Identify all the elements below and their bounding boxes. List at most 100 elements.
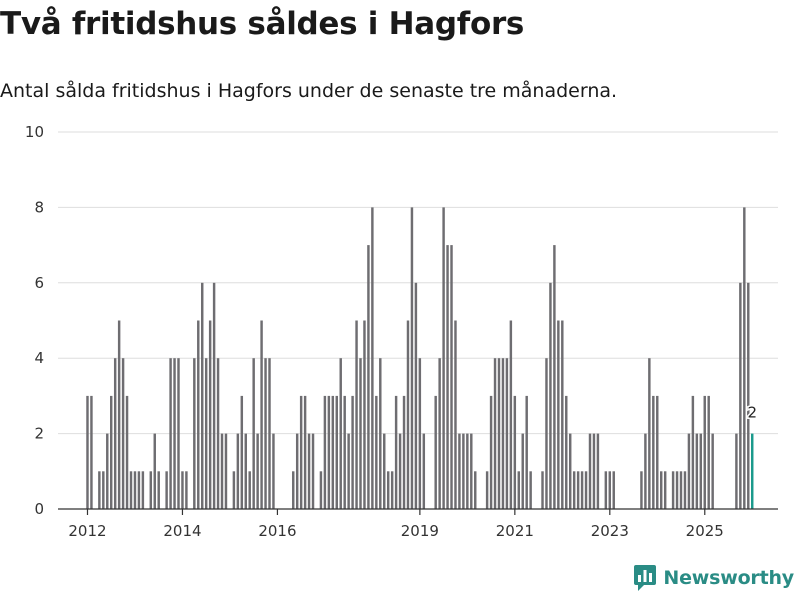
bar [371, 207, 374, 509]
bar [248, 471, 251, 509]
bar [90, 395, 93, 509]
bar [390, 471, 394, 509]
bar [663, 471, 667, 509]
y-tick-label: 10 [25, 123, 44, 141]
bar [208, 320, 212, 509]
bar [220, 433, 224, 509]
bar [584, 471, 588, 509]
bar [466, 433, 469, 509]
bar-highlight [751, 433, 754, 509]
bar [327, 395, 331, 509]
bar [331, 395, 335, 509]
bar [359, 358, 362, 509]
bar [671, 471, 675, 509]
bar [102, 471, 105, 509]
bar [679, 471, 683, 509]
bar [165, 471, 168, 509]
x-tick-label: 2021 [496, 522, 534, 540]
bar [422, 433, 426, 509]
bar-chart-speech-icon [634, 565, 657, 591]
bar [513, 395, 517, 509]
bar [648, 358, 651, 509]
x-tick-label: 2014 [163, 522, 201, 540]
bar-chart: 0 2 4 6 8 10 2012 2014 2016 2019 2021 2023 2025 2 [25, 123, 778, 540]
data-labels: 2 [746, 402, 759, 423]
bar [470, 433, 473, 509]
bar [303, 395, 307, 509]
bar [529, 471, 532, 509]
bar [240, 395, 244, 509]
bar [307, 433, 311, 509]
bar [177, 358, 180, 509]
bar [691, 395, 695, 509]
bar [703, 395, 706, 509]
bar [402, 395, 406, 509]
bar [236, 433, 240, 509]
bar [604, 471, 608, 509]
bar [517, 471, 520, 509]
bar [398, 433, 402, 509]
bar [264, 358, 267, 509]
bar [596, 433, 600, 509]
bar [379, 358, 382, 509]
bar [521, 433, 524, 509]
bar [683, 471, 687, 509]
bar [173, 358, 176, 509]
bar [292, 471, 295, 509]
newsworthy-logo: Newsworthy [633, 564, 794, 592]
bar [133, 471, 137, 509]
bar [568, 433, 572, 509]
data-label-last: 2 [747, 404, 757, 422]
bar [204, 358, 208, 509]
bar [117, 320, 121, 509]
bar [565, 395, 568, 509]
bar [576, 471, 580, 509]
y-tick-label: 0 [34, 500, 44, 518]
bar [335, 395, 338, 509]
y-tick-label: 8 [34, 198, 44, 216]
bar [497, 358, 501, 509]
bar [588, 433, 592, 509]
bar [256, 433, 259, 509]
bar [414, 282, 418, 509]
bar [410, 207, 414, 509]
bar [299, 395, 303, 509]
bar [351, 395, 354, 509]
x-tick-label: 2023 [591, 522, 629, 540]
bar [541, 471, 544, 509]
bar [434, 395, 437, 509]
bar [319, 471, 323, 509]
bar [489, 395, 493, 509]
y-tick-label: 4 [34, 349, 44, 367]
bar [739, 282, 742, 509]
bar [149, 471, 153, 509]
bar [252, 358, 255, 509]
bar [509, 320, 513, 509]
bar [212, 282, 216, 509]
bars [86, 207, 754, 509]
bar [644, 433, 647, 509]
bar [157, 471, 160, 509]
bar [561, 320, 564, 509]
bar [545, 358, 548, 509]
bar [707, 395, 710, 509]
bar [121, 358, 125, 509]
bar [406, 320, 410, 509]
bar [699, 433, 703, 509]
bar [454, 320, 457, 509]
bar [113, 358, 117, 509]
bar [141, 471, 145, 509]
bar [185, 471, 188, 509]
bar [386, 471, 390, 509]
bar [201, 282, 204, 509]
x-tick-label: 2025 [686, 522, 724, 540]
bar [98, 471, 101, 509]
bar [735, 433, 738, 509]
bar [640, 471, 643, 509]
brand-name: Newsworthy [663, 567, 794, 589]
bar [711, 433, 714, 509]
bar [125, 395, 129, 509]
bar [695, 433, 699, 509]
bar [244, 433, 247, 509]
bar [181, 471, 184, 509]
